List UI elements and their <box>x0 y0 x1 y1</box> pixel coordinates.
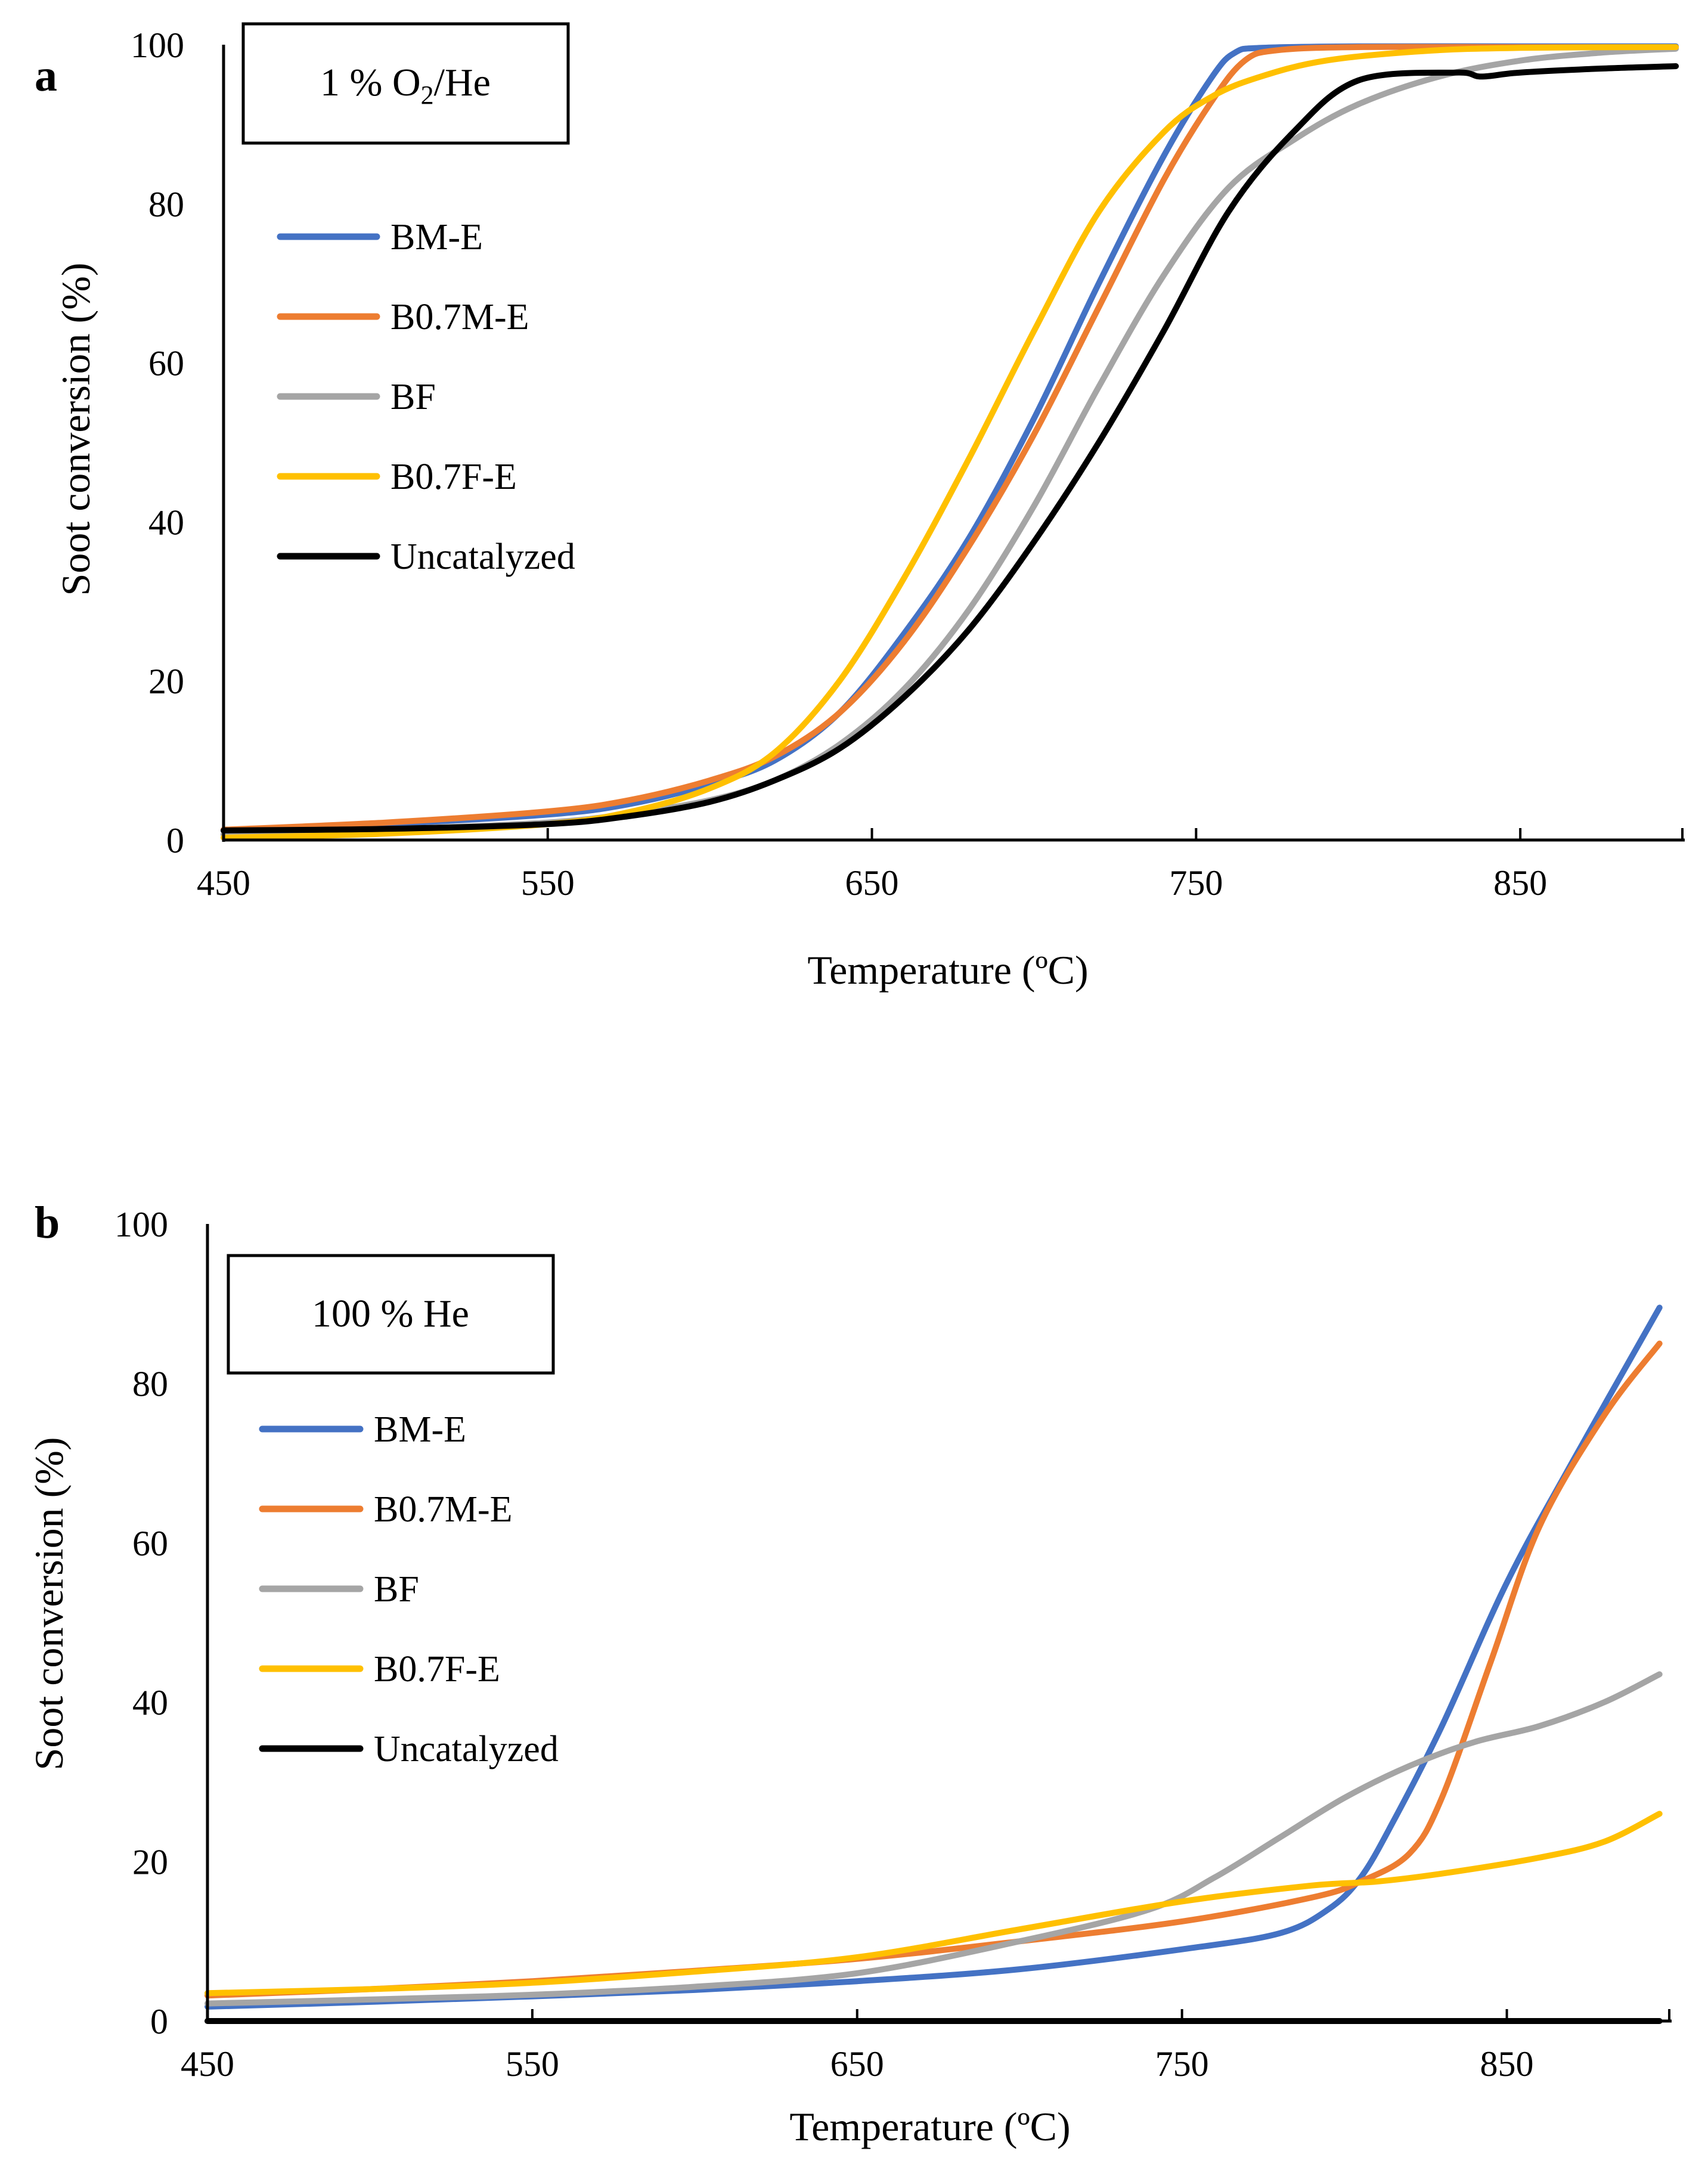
series-line-uncatalyzed <box>221 63 1679 833</box>
series-line-bf <box>221 45 1679 838</box>
axes <box>222 45 1685 842</box>
series-line-b0-7f-e <box>204 1811 1663 1997</box>
x-tick-label: 450 <box>197 863 250 903</box>
panel-label: b <box>35 1198 60 1248</box>
x-tick-label: 650 <box>845 863 899 903</box>
y-tick-labels: 0 20 40 60 80 100 <box>114 1205 168 2041</box>
condition-label: 1 % O2/He <box>320 61 491 110</box>
y-tick-label: 0 <box>166 821 184 860</box>
legend-item: BM-E <box>259 1409 466 1450</box>
x-tick-label: 750 <box>1169 863 1223 903</box>
y-axis-title: Soot conversion (%) <box>26 1437 72 1770</box>
legend-label: BM-E <box>390 217 483 258</box>
legend-item: B0.7F-E <box>259 1649 500 1690</box>
legend-label: B0.7F-E <box>390 457 517 497</box>
x-tick-label: 850 <box>1493 863 1547 903</box>
condition-label: 100 % He <box>312 1292 469 1335</box>
series-line-b0-7m-e <box>221 44 1679 833</box>
panel-label: a <box>35 51 57 101</box>
legend-label: B0.7M-E <box>390 297 529 337</box>
x-tick-label: 550 <box>521 863 575 903</box>
y-tick-label: 100 <box>114 1205 168 1244</box>
legend: BM-E B0.7M-E BF B0.7F-E Uncatalyzed <box>277 217 575 577</box>
x-tick-labels: 450 550 650 750 850 <box>181 2044 1534 2084</box>
legend: BM-E B0.7M-E BF B0.7F-E Uncatalyzed <box>259 1409 559 1769</box>
axes <box>206 1224 1672 2023</box>
x-axis-title: Temperature (ºC) <box>789 2104 1070 2149</box>
x-tick-label: 750 <box>1155 2044 1209 2084</box>
legend-item: B0.7M-E <box>259 1489 513 1530</box>
y-tick-label: 20 <box>148 662 184 701</box>
legend-label: B0.7F-E <box>374 1649 500 1690</box>
x-tick-label: 450 <box>181 2044 234 2084</box>
legend-label: BF <box>390 377 436 417</box>
y-tick-label: 40 <box>148 503 184 542</box>
plot-lines <box>221 43 1679 841</box>
panel-b: b 450 550 650 750 850 0 20 40 60 80 100 Temperatu… <box>26 1198 1672 2149</box>
series-line-bf <box>204 1671 1663 2007</box>
legend-item: B0.7M-E <box>277 297 529 337</box>
series-line-b0-7f-e <box>221 44 1679 841</box>
y-tick-label: 60 <box>148 344 184 383</box>
x-tick-label: 550 <box>506 2044 559 2084</box>
y-tick-label: 20 <box>132 1843 168 1882</box>
y-tick-label: 40 <box>132 1683 168 1722</box>
legend-item: Uncatalyzed <box>277 537 575 577</box>
legend-label: BM-E <box>374 1409 466 1450</box>
y-tick-label: 80 <box>148 185 184 224</box>
y-tick-label: 80 <box>132 1364 168 1403</box>
legend-item: B0.7F-E <box>277 457 517 497</box>
x-axis-title: Temperature (ºC) <box>807 947 1088 993</box>
y-axis-title: Soot conversion (%) <box>53 262 98 596</box>
legend-item: BM-E <box>277 217 483 258</box>
condition-box <box>241 22 570 145</box>
legend-item: Uncatalyzed <box>259 1729 559 1769</box>
legend-item: BF <box>259 1569 419 1610</box>
legend-label: Uncatalyzed <box>390 537 575 577</box>
legend-label: BF <box>374 1569 419 1610</box>
x-tick-label: 850 <box>1480 2044 1534 2084</box>
y-tick-labels: 0 20 40 60 80 100 <box>131 26 184 860</box>
legend-label: B0.7M-E <box>374 1489 513 1530</box>
series-line-bm-e <box>221 43 1679 833</box>
y-tick-label: 60 <box>132 1524 168 1563</box>
panel-a: a 450 550 650 750 850 0 20 40 60 80 100 Temperatu… <box>35 22 1685 993</box>
x-tick-label: 650 <box>830 2044 884 2084</box>
x-tick-labels: 450 550 650 750 850 <box>197 863 1547 903</box>
legend-label: Uncatalyzed <box>374 1729 559 1769</box>
y-tick-label: 0 <box>150 2002 168 2041</box>
condition-box <box>227 1254 555 1375</box>
legend-item: BF <box>277 377 436 417</box>
y-tick-label: 100 <box>131 26 184 65</box>
